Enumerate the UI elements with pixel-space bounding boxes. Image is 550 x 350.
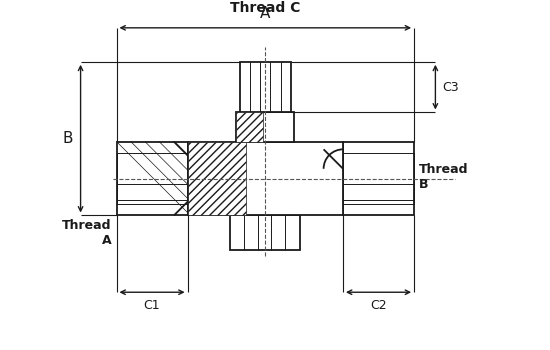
Text: C3: C3 xyxy=(442,80,459,94)
Bar xyxy=(230,216,300,251)
Text: Thread
A: Thread A xyxy=(62,219,112,247)
Bar xyxy=(236,112,294,141)
Bar xyxy=(343,141,414,216)
Text: B: B xyxy=(62,131,73,146)
Text: Thread
B: Thread B xyxy=(419,162,469,190)
Bar xyxy=(117,153,188,204)
Polygon shape xyxy=(236,112,263,141)
Polygon shape xyxy=(188,141,246,216)
Text: A: A xyxy=(260,6,271,21)
Text: C2: C2 xyxy=(370,299,387,312)
Bar xyxy=(117,141,188,216)
Text: C1: C1 xyxy=(144,299,161,312)
Bar xyxy=(188,141,343,216)
Bar xyxy=(343,153,414,204)
Bar xyxy=(240,62,290,112)
Text: Thread C: Thread C xyxy=(230,1,300,15)
